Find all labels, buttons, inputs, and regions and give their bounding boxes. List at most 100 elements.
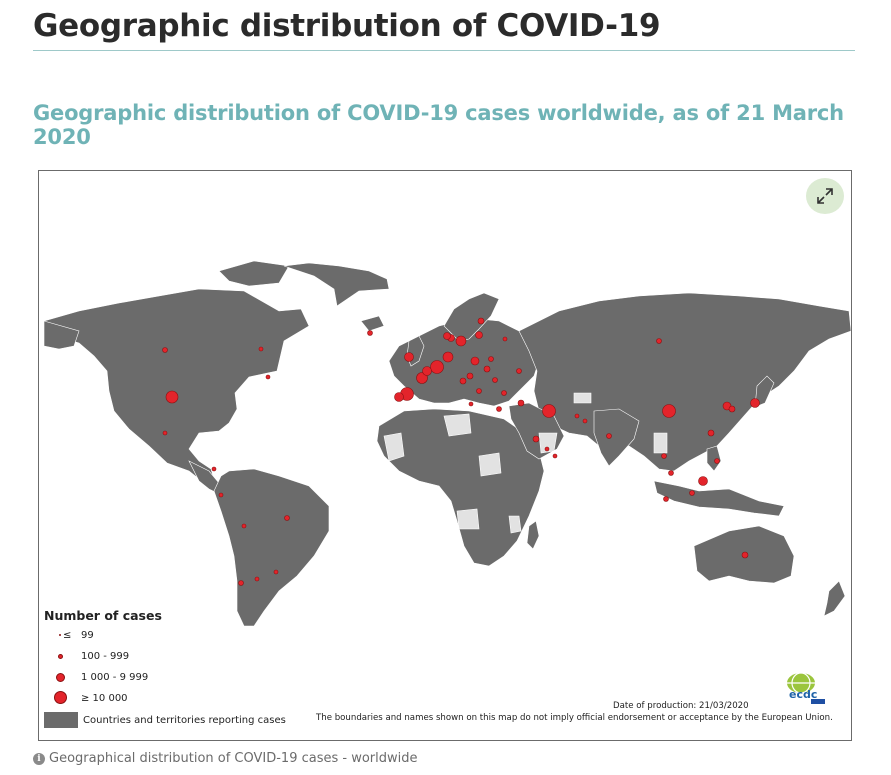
case-marker bbox=[470, 356, 480, 366]
case-marker bbox=[517, 399, 525, 407]
case-marker bbox=[750, 398, 760, 408]
case-marker bbox=[455, 335, 467, 347]
case-marker bbox=[218, 492, 224, 498]
non-reporting-north-africa bbox=[443, 413, 472, 437]
case-marker bbox=[606, 433, 612, 439]
case-marker bbox=[663, 496, 669, 502]
legend-label: 99 bbox=[81, 630, 94, 641]
caption-text: Geographical distribution of COVID-19 ca… bbox=[49, 751, 418, 766]
case-marker bbox=[468, 401, 474, 407]
case-marker bbox=[404, 352, 414, 362]
non-reporting-central-asia bbox=[573, 392, 592, 404]
case-marker bbox=[430, 360, 444, 374]
new-zealand bbox=[823, 580, 846, 617]
page-title: Geographic distribution of COVID-19 bbox=[33, 8, 661, 44]
case-marker bbox=[662, 404, 676, 418]
case-marker bbox=[475, 331, 483, 339]
case-marker bbox=[661, 453, 667, 459]
legend-label: Countries and territories reporting case… bbox=[83, 715, 286, 726]
case-marker bbox=[162, 347, 168, 353]
case-marker bbox=[443, 332, 451, 340]
ecdc-logo: ecdc bbox=[787, 672, 825, 704]
case-marker bbox=[574, 413, 580, 419]
case-marker bbox=[422, 366, 432, 376]
case-marker bbox=[394, 392, 404, 402]
case-marker bbox=[258, 346, 264, 352]
canadian-arctic-islands bbox=[218, 260, 290, 287]
legend-symbol: ≤ bbox=[63, 630, 72, 641]
africa-landmass bbox=[376, 408, 545, 567]
case-marker bbox=[162, 430, 168, 436]
production-date: Date of production: 21/03/2020 bbox=[613, 701, 749, 711]
case-marker bbox=[442, 351, 454, 363]
legend-marker-tiny bbox=[59, 634, 61, 636]
case-marker bbox=[165, 390, 179, 404]
map-figure[interactable]: Number of cases ≤ 99 100 - 999 1 000 - 9… bbox=[38, 170, 852, 741]
case-marker bbox=[532, 435, 540, 443]
case-marker bbox=[416, 372, 428, 384]
case-marker bbox=[367, 330, 373, 336]
non-reporting-arabia bbox=[538, 432, 558, 454]
legend-marker-medium bbox=[56, 673, 65, 682]
legend-marker-large bbox=[54, 691, 67, 704]
south-america bbox=[213, 468, 330, 627]
case-marker bbox=[488, 356, 494, 362]
non-reporting-sahel bbox=[383, 432, 405, 462]
legend-label: ≥ 10 000 bbox=[81, 693, 128, 704]
case-marker bbox=[544, 446, 550, 452]
north-america-landmass bbox=[43, 288, 310, 484]
non-reporting-central-africa bbox=[478, 452, 502, 477]
case-marker bbox=[516, 368, 522, 374]
case-markers bbox=[162, 317, 760, 586]
case-marker bbox=[459, 377, 467, 385]
alaska bbox=[43, 320, 80, 350]
expand-arrows-icon bbox=[817, 188, 833, 204]
case-marker bbox=[265, 374, 271, 380]
case-marker bbox=[477, 317, 485, 325]
ecdc-logo-text: ecdc bbox=[789, 688, 817, 701]
case-marker bbox=[273, 569, 279, 575]
indian-subcontinent bbox=[593, 408, 640, 467]
legend-swatch-reporting bbox=[44, 712, 78, 728]
case-marker bbox=[476, 388, 482, 394]
expand-map-button[interactable] bbox=[806, 178, 844, 214]
case-marker bbox=[254, 576, 260, 582]
case-marker bbox=[466, 372, 474, 380]
case-marker bbox=[542, 404, 556, 418]
non-reporting-countries bbox=[383, 392, 668, 534]
case-marker bbox=[241, 523, 247, 529]
iceland bbox=[360, 315, 385, 332]
legend-label: 100 - 999 bbox=[81, 651, 130, 662]
case-marker bbox=[668, 470, 674, 476]
case-marker bbox=[284, 515, 290, 521]
legend-label: 1 000 - 9 999 bbox=[81, 672, 149, 683]
southeast-asia-islands bbox=[653, 480, 785, 517]
case-marker bbox=[492, 377, 498, 383]
figure-caption: i Geographical distribution of COVID-19 c… bbox=[33, 751, 418, 766]
case-marker bbox=[698, 476, 708, 486]
title-divider bbox=[33, 50, 855, 51]
asia-landmass bbox=[518, 292, 851, 472]
legend-marker-small bbox=[58, 654, 63, 659]
greenland bbox=[283, 262, 390, 307]
case-marker bbox=[689, 490, 695, 496]
case-marker bbox=[582, 418, 588, 424]
reporting-countries bbox=[43, 260, 851, 627]
philippines bbox=[706, 445, 722, 472]
case-marker bbox=[501, 390, 507, 396]
world-map bbox=[43, 260, 851, 627]
case-marker bbox=[502, 336, 508, 342]
info-icon: i bbox=[33, 753, 45, 765]
case-marker bbox=[707, 429, 715, 437]
case-marker bbox=[714, 458, 720, 464]
madagascar bbox=[526, 520, 540, 550]
case-marker bbox=[238, 580, 244, 586]
map-disclaimer: The boundaries and names shown on this m… bbox=[316, 713, 833, 723]
case-marker bbox=[483, 365, 491, 373]
case-marker bbox=[552, 453, 558, 459]
case-marker bbox=[656, 338, 662, 344]
legend-title: Number of cases bbox=[44, 608, 162, 623]
case-marker bbox=[728, 405, 736, 413]
non-reporting-east-africa bbox=[508, 515, 522, 534]
non-reporting-southeast-asia bbox=[653, 432, 668, 454]
